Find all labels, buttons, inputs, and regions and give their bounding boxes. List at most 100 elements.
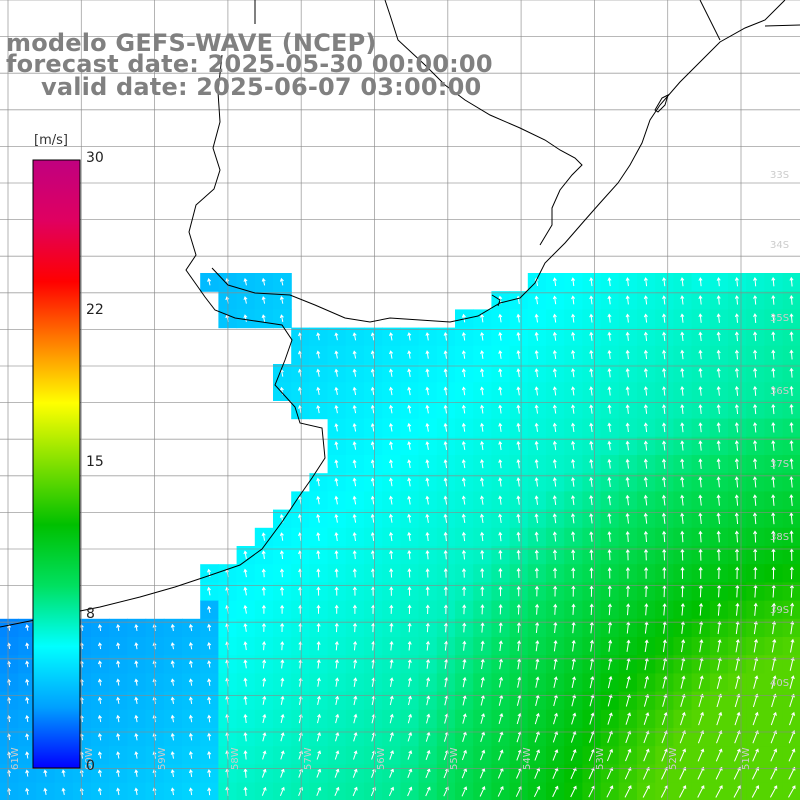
wind-arrow <box>534 458 539 469</box>
colorbar-tick-22: 22 <box>86 302 104 318</box>
wind-arrow <box>753 403 758 415</box>
wind-arrow <box>461 513 466 523</box>
wind-arrow <box>589 313 594 323</box>
wind-arrow <box>317 713 321 724</box>
wind-arrow <box>589 513 594 524</box>
wind-arrow <box>571 531 576 542</box>
wind-arrow <box>498 622 503 633</box>
wind-arrow <box>734 276 739 287</box>
wind-arrow <box>170 696 175 704</box>
wind-arrow <box>425 332 430 341</box>
wind-arrow <box>499 676 504 688</box>
wind-arrow <box>534 386 539 396</box>
wind-arrow <box>662 440 667 451</box>
wind-arrow <box>116 787 121 796</box>
wind-arrow <box>462 622 467 633</box>
wind-arrow <box>534 495 539 505</box>
wind-arrow <box>334 531 339 541</box>
wind-arrow <box>662 313 667 323</box>
wind-arrow <box>534 404 539 414</box>
wind-arrow <box>699 639 704 653</box>
wind-arrow <box>698 295 703 305</box>
wind-arrow <box>352 622 358 633</box>
wind-arrow <box>516 440 521 451</box>
wind-arrow <box>662 693 668 707</box>
wind-arrow <box>207 660 212 668</box>
wind-arrow <box>625 512 630 524</box>
wind-arrow <box>407 386 412 396</box>
wind-arrow <box>698 657 704 671</box>
wind-arrow <box>334 768 340 778</box>
wind-arrow <box>389 695 394 706</box>
wind-arrow <box>589 567 594 579</box>
wind-arrow <box>607 476 612 487</box>
wind-arrow <box>643 530 648 543</box>
wind-arrow <box>680 313 685 323</box>
wind-arrow <box>570 513 575 524</box>
wind-arrow <box>407 513 412 523</box>
wind-arrow <box>261 586 266 596</box>
wind-arrow <box>607 730 613 743</box>
wind-arrow <box>790 638 795 653</box>
wind-arrow <box>444 622 449 633</box>
wind-arrow <box>207 787 212 796</box>
wind-arrow <box>425 531 430 542</box>
colorbar <box>32 159 81 769</box>
wind-arrow <box>571 676 576 689</box>
wind-arrow <box>534 531 539 542</box>
wind-arrow <box>661 476 666 488</box>
wind-arrow <box>662 548 667 561</box>
wind-arrow <box>734 331 739 342</box>
lon-label: 58W <box>230 747 241 770</box>
wind-arrow <box>261 622 267 632</box>
wind-arrow <box>25 787 30 795</box>
wind-arrow <box>753 422 758 433</box>
wind-arrow <box>389 386 394 396</box>
lat-label: 33S <box>770 170 789 181</box>
wind-arrow <box>461 749 467 761</box>
wind-arrow <box>716 548 721 561</box>
wind-arrow <box>643 331 648 341</box>
wind-arrow <box>625 567 630 579</box>
wind-arrow <box>407 750 413 760</box>
wind-arrow <box>407 604 412 615</box>
wind-arrow <box>425 568 430 578</box>
wind-arrow <box>534 749 540 761</box>
wind-arrow <box>97 732 102 741</box>
wind-arrow <box>516 349 521 359</box>
wind-arrow <box>207 605 212 613</box>
wind-arrow <box>734 476 739 488</box>
wind-arrow <box>680 404 685 414</box>
wind-arrow <box>571 639 576 652</box>
wind-arrow <box>443 513 448 523</box>
wind-arrow <box>553 639 558 652</box>
wind-arrow <box>644 603 649 616</box>
wind-arrow <box>789 421 794 433</box>
wind-arrow <box>771 657 777 671</box>
wind-arrow <box>771 403 776 415</box>
wind-arrow <box>188 660 193 668</box>
wind-arrow <box>516 458 521 469</box>
wind-arrow <box>334 622 339 633</box>
wind-arrow <box>607 512 612 524</box>
wind-arrow <box>752 494 757 506</box>
wind-arrow <box>316 659 321 669</box>
wind-arrow <box>607 712 613 725</box>
wind-arrow <box>461 331 466 341</box>
wind-arrow <box>625 422 630 433</box>
wind-arrow <box>498 749 504 761</box>
lon-label: 59W <box>157 747 168 770</box>
wind-arrow <box>407 713 413 724</box>
wind-arrow <box>589 712 595 725</box>
wind-arrow <box>662 386 667 396</box>
wind-arrow <box>316 350 321 359</box>
wind-arrow <box>680 530 685 543</box>
wind-arrow <box>426 713 431 724</box>
wind-arrow <box>715 785 723 798</box>
wind-arrow <box>25 714 30 722</box>
wind-arrow <box>352 550 357 560</box>
wind-arrow <box>280 768 285 778</box>
wind-arrow <box>425 422 430 432</box>
wind-arrow <box>680 277 685 287</box>
